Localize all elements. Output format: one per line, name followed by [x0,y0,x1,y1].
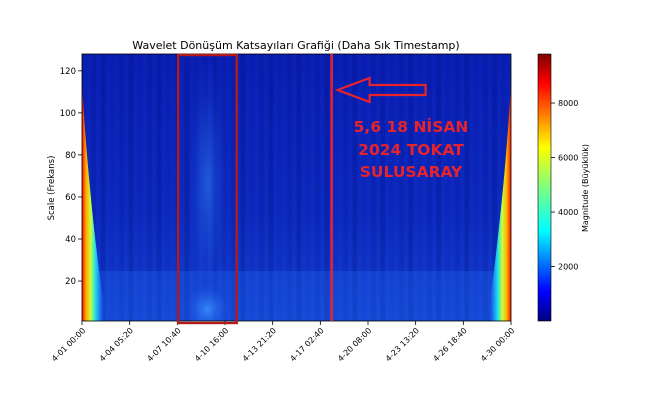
heatmap-area [82,54,511,321]
heatmap-hotspot-column [187,54,228,314]
y-axis-label: Scale (Frekans) [47,156,57,221]
heatmap-striation [296,54,302,321]
heatmap-striation [417,54,423,321]
heatmap-striation [380,54,386,321]
event-arrow [334,76,427,104]
colorbar-label: Magnitude (Büyüklük) [581,144,590,232]
y-tick-label: 120 [60,67,76,77]
heatmap-striation [305,54,311,321]
x-tick-label: 4-10 16:00 [193,326,230,363]
heatmap-background [82,54,511,321]
chart-title: Wavelet Dönüşüm Katsayıları Grafiği (Dah… [132,39,459,52]
x-tick-label: 4-13 21:20 [241,326,278,363]
y-tick-label: 100 [60,109,76,119]
x-tick-label: 4-20 08:00 [336,326,373,363]
colorbar-frame [537,53,552,322]
x-tick-label: 4-30 00:00 [479,326,516,363]
heatmap-striation [268,54,274,321]
heatmap-striation [389,54,395,321]
heatmap-striation [371,54,376,321]
heatmap-striation [137,54,143,321]
heatmap-striation [473,54,479,321]
highlight-box [176,53,238,325]
y-tick-label: 20 [65,277,76,287]
heatmap-striation [165,54,171,321]
x-axis: 4-01 00:00 4-04 05:20 4-07 10:40 4-10 16:00… [50,321,516,363]
heatmap-striation [249,54,255,321]
heatmap-striation [156,54,162,321]
heatmap-striation [277,54,283,321]
y-tick-label: 80 [65,151,76,161]
heatmap-striation [287,54,292,321]
heatmap-striation [109,54,115,321]
colorbar-tick-label: 4000 [558,208,578,217]
colorbar-tick-label: 6000 [558,154,578,163]
heatmap-striation [361,54,367,321]
heatmap-striation [240,54,246,321]
x-tick-label: 4-26 18:40 [431,326,468,363]
x-tick-label: 4-17 02:40 [288,326,325,363]
heatmap-striation [436,54,442,321]
heatmap-striation [445,54,451,321]
annotation-line-1: 5,6 18 NİSAN [354,117,469,136]
heatmap-striation [147,54,152,321]
heatmap-striation [184,54,190,321]
heatmap-striation [100,54,106,321]
heatmap-low-scale-band [82,271,511,321]
heatmap-striation [455,54,460,321]
colorbar-tick-label: 2000 [558,263,578,272]
colorbar: 2000 4000 6000 8000 Magnitude (Büyüklük) [537,53,590,322]
x-tick-label: 4-01 00:00 [50,326,87,363]
x-tick-label: 4-04 05:20 [98,326,135,363]
x-tick-label: 4-23 13:20 [384,326,421,363]
x-tick-label: 4-07 10:40 [145,326,182,363]
heatmap-striation [464,54,470,321]
heatmap-striation [399,54,404,321]
heatmap-striation [343,54,348,321]
heatmap-striation [492,54,498,321]
heatmap-right-edge [487,84,511,321]
heatmap-striation [324,54,330,321]
annotation-text: 5,6 18 NİSAN 2024 TOKAT SULUSARAY [354,117,469,181]
heatmap-striation [315,54,320,321]
heatmap-striation [483,54,488,321]
heatmap-striation [408,54,414,321]
annotation-line-2: 2024 TOKAT [358,141,464,159]
heatmap-striation [231,54,236,321]
heatmap-striation [352,54,358,321]
y-axis: Scale (Frekans) [47,156,57,221]
colorbar-gradient [538,54,551,321]
annotation-line-3: SULUSARAY [360,163,463,181]
y-tick-label: 60 [65,193,76,203]
y-tick-label: 40 [65,235,76,245]
plot-frame [81,53,512,322]
heatmap-striation [427,54,432,321]
heatmap-striation [91,54,96,321]
colorbar-tick-label: 8000 [558,99,578,108]
heatmap-striation [259,54,264,321]
heatmap-striation [119,54,124,321]
heatmap-left-edge [82,84,106,321]
heatmap-striation [333,54,339,321]
heatmap-striation [128,54,134,321]
